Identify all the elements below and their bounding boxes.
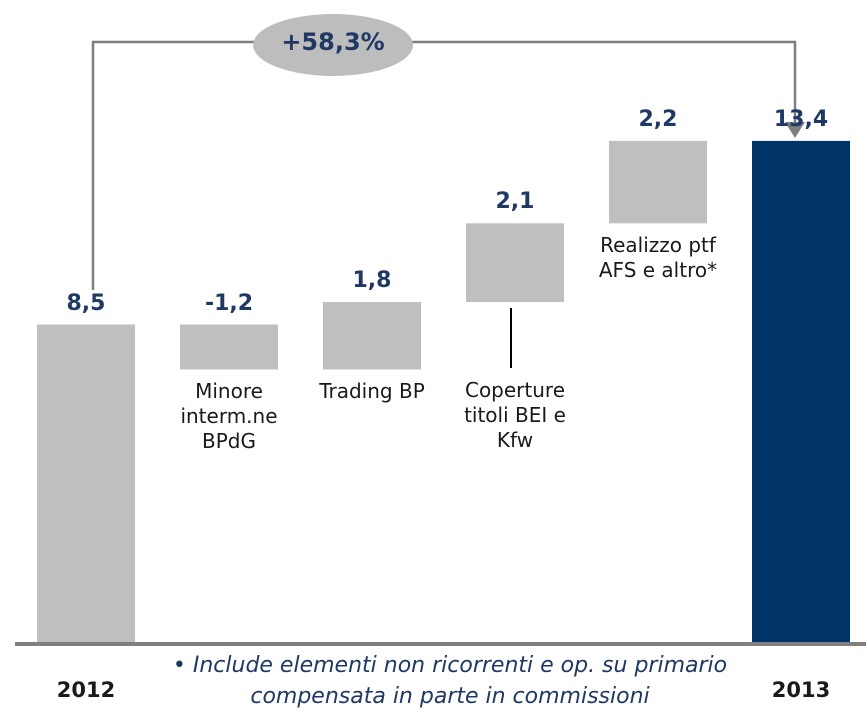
value-label: 8,5 — [66, 290, 106, 316]
category-label: Trading BP — [319, 379, 425, 404]
annotation: +58,3% — [281, 28, 385, 56]
bar — [466, 223, 564, 303]
value-label: -1,2 — [204, 290, 254, 316]
footnote: • Include elementi non ricorrenti e op. … — [172, 653, 728, 709]
category-label: Realizzo ptf AFS e altro* — [598, 233, 718, 283]
category-label: 2013 — [771, 678, 831, 702]
bar — [609, 140, 707, 224]
category-label: Minore interm.ne BPdG — [180, 379, 278, 454]
bracket-line — [91, 40, 797, 290]
bar — [752, 140, 850, 644]
value-label: 2,2 — [638, 106, 678, 132]
bar — [180, 324, 278, 370]
value-label: 13,4 — [773, 106, 829, 132]
bar — [37, 324, 135, 643]
category-label: Coperture titoli BEI e Kfw — [464, 378, 566, 453]
value-label: 1,8 — [352, 268, 392, 294]
category-label: 2012 — [56, 678, 116, 702]
annotation-bubble — [253, 14, 413, 76]
value-label: 2,1 — [495, 189, 535, 215]
bar — [323, 302, 421, 370]
bracket-arrow — [785, 122, 805, 138]
